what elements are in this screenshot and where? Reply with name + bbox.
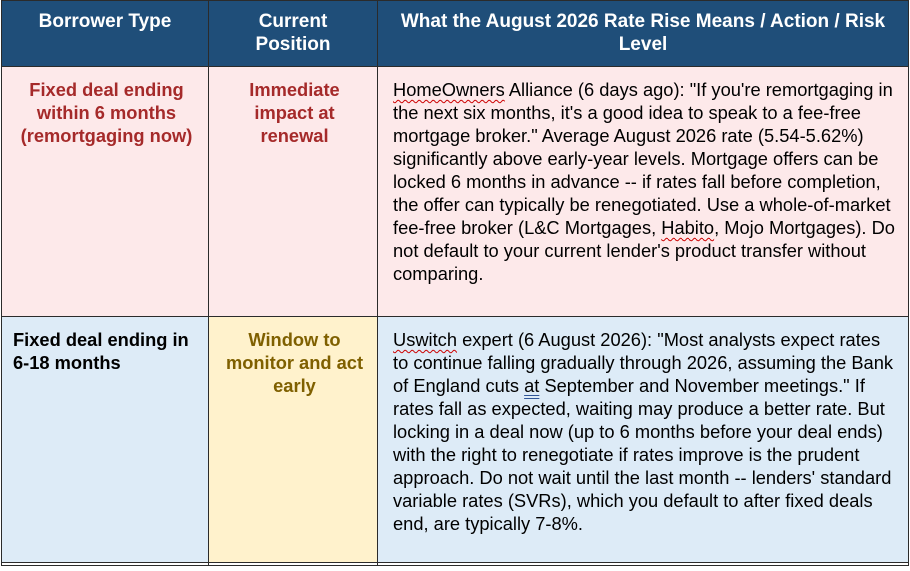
action-text-end: September and November meetings." If rat… (393, 375, 892, 534)
header-borrower-type: Borrower Type (1, 0, 209, 67)
current-position-cell: Immediate impact at renewal (208, 66, 378, 317)
action-cell: Uswitch expert (6 August 2026): "Most an… (377, 316, 909, 563)
next-row-cell (377, 562, 909, 566)
borrower-type-cell: Fixed deal ending in 6-18 months (1, 316, 209, 563)
action-text: expert (6 August 2026): "Most analysts e… (393, 329, 894, 396)
header-row: Borrower Type Current Position What the … (1, 0, 909, 67)
next-row-cell (208, 562, 378, 566)
spellcheck-flagged-word: Habito (661, 217, 715, 238)
next-row-cell (1, 562, 209, 566)
header-meaning-action-risk: What the August 2026 Rate Rise Means / A… (377, 0, 909, 67)
table-row: Fixed deal ending in 6-18 months Window … (1, 316, 909, 563)
spellcheck-flagged-word: HomeOwners (393, 79, 505, 100)
action-cell: HomeOwners Alliance (6 days ago): "If yo… (377, 66, 909, 317)
action-text: Alliance (6 days ago): "If you're remort… (393, 79, 893, 238)
grammar-flagged-word: at (524, 375, 540, 396)
spellcheck-flagged-word: Uswitch (393, 329, 457, 350)
next-row-edge (1, 562, 909, 566)
action-text-end: , Mojo Mortgages). Do not default to you… (393, 217, 895, 284)
table-row: Fixed deal ending within 6 months (remor… (1, 66, 909, 317)
borrower-type-cell: Fixed deal ending within 6 months (remor… (1, 66, 209, 317)
header-current-position: Current Position (208, 0, 378, 67)
current-position-cell: Window to monitor and act early (208, 316, 378, 563)
